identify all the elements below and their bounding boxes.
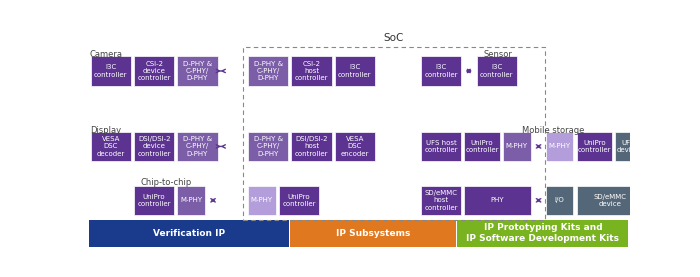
Text: CSI-2
device
controller: CSI-2 device controller	[137, 61, 171, 81]
FancyBboxPatch shape	[421, 186, 461, 215]
Text: UniPro
controller: UniPro controller	[137, 194, 171, 207]
FancyBboxPatch shape	[279, 186, 319, 215]
Text: D-PHY &
C-PHY/
D-PHY: D-PHY & C-PHY/ D-PHY	[183, 61, 212, 81]
FancyBboxPatch shape	[458, 220, 629, 247]
Text: UFS
device: UFS device	[617, 140, 640, 153]
Text: Verification IP: Verification IP	[153, 229, 225, 238]
Text: DSI/DSI-2
device
controller: DSI/DSI-2 device controller	[137, 136, 171, 157]
FancyBboxPatch shape	[248, 56, 288, 86]
Text: UFS host
controller: UFS host controller	[424, 140, 458, 153]
Text: I3C
controller: I3C controller	[338, 64, 372, 78]
Text: Display: Display	[90, 126, 121, 135]
FancyBboxPatch shape	[503, 132, 531, 161]
Text: Sensor: Sensor	[484, 50, 512, 59]
Text: M-PHY: M-PHY	[548, 143, 570, 149]
FancyBboxPatch shape	[464, 132, 500, 161]
FancyBboxPatch shape	[335, 132, 375, 161]
Text: VESA
DSC
decoder: VESA DSC decoder	[97, 136, 125, 157]
FancyBboxPatch shape	[421, 56, 461, 86]
FancyBboxPatch shape	[577, 186, 643, 215]
Text: IP Prototyping Kits and
IP Software Development Kits: IP Prototyping Kits and IP Software Deve…	[466, 223, 620, 243]
Text: M-PHY: M-PHY	[181, 197, 202, 203]
Text: D-PHY &
C-PHY/
D-PHY: D-PHY & C-PHY/ D-PHY	[253, 61, 283, 81]
Text: SoC: SoC	[384, 33, 404, 43]
Text: Mobile storage: Mobile storage	[522, 126, 584, 135]
Text: CSI-2
host
controller: CSI-2 host controller	[295, 61, 328, 81]
Text: I3C
controller: I3C controller	[480, 64, 514, 78]
Text: SD/eMMC
device: SD/eMMC device	[594, 194, 626, 207]
FancyBboxPatch shape	[90, 132, 131, 161]
Text: VESA
DSC
encoder: VESA DSC encoder	[341, 136, 369, 157]
FancyBboxPatch shape	[177, 132, 218, 161]
Text: Chip-to-chip: Chip-to-chip	[140, 178, 191, 187]
Text: D-PHY &
C-PHY/
D-PHY: D-PHY & C-PHY/ D-PHY	[183, 136, 212, 157]
FancyBboxPatch shape	[177, 186, 205, 215]
FancyBboxPatch shape	[290, 220, 456, 247]
Text: M-PHY: M-PHY	[251, 197, 273, 203]
FancyBboxPatch shape	[90, 56, 131, 86]
Text: DSI/DSI-2
host
controller: DSI/DSI-2 host controller	[295, 136, 328, 157]
FancyBboxPatch shape	[464, 186, 531, 215]
Text: SD/eMMC
host
controller: SD/eMMC host controller	[424, 190, 458, 211]
Text: PHY: PHY	[491, 197, 504, 203]
FancyBboxPatch shape	[421, 132, 461, 161]
Text: Camera: Camera	[90, 50, 122, 59]
Text: M-PHY: M-PHY	[506, 143, 528, 149]
FancyBboxPatch shape	[545, 132, 573, 161]
FancyBboxPatch shape	[291, 132, 332, 161]
FancyBboxPatch shape	[477, 56, 517, 86]
FancyBboxPatch shape	[577, 132, 612, 161]
FancyBboxPatch shape	[177, 56, 218, 86]
FancyBboxPatch shape	[615, 132, 642, 161]
Text: IP Subsystems: IP Subsystems	[336, 229, 410, 238]
Text: D-PHY &
C-PHY/
D-PHY: D-PHY & C-PHY/ D-PHY	[253, 136, 283, 157]
FancyBboxPatch shape	[134, 132, 174, 161]
FancyBboxPatch shape	[134, 56, 174, 86]
FancyBboxPatch shape	[545, 186, 573, 215]
Text: I/O: I/O	[554, 197, 564, 203]
FancyBboxPatch shape	[89, 220, 289, 247]
FancyBboxPatch shape	[134, 186, 174, 215]
Text: I3C
controller: I3C controller	[94, 64, 127, 78]
Text: UniPro
controller: UniPro controller	[578, 140, 611, 153]
FancyBboxPatch shape	[248, 186, 276, 215]
Text: UniPro
controller: UniPro controller	[282, 194, 316, 207]
FancyBboxPatch shape	[291, 56, 332, 86]
Text: I3C
controller: I3C controller	[424, 64, 458, 78]
FancyBboxPatch shape	[335, 56, 375, 86]
FancyBboxPatch shape	[248, 132, 288, 161]
Text: UniPro
controller: UniPro controller	[466, 140, 498, 153]
